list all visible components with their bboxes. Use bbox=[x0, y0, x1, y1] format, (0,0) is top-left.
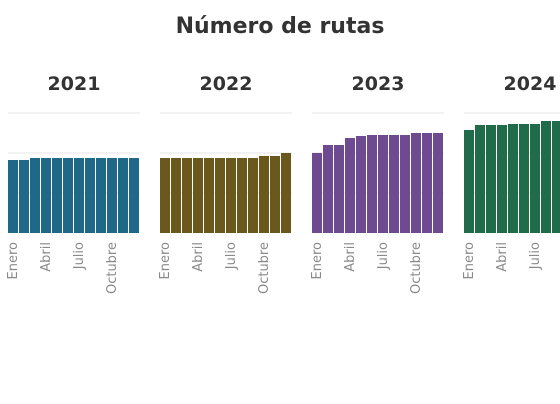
bar-2024-8 bbox=[541, 121, 551, 233]
bar-2023-5 bbox=[356, 136, 366, 233]
bar-2023-10 bbox=[411, 133, 421, 233]
bar-2022-10 bbox=[259, 156, 269, 233]
bar-2024-3 bbox=[486, 125, 496, 233]
bar-2024-7 bbox=[530, 124, 540, 233]
bar-2024-9 bbox=[552, 121, 560, 233]
tick-label-2021-enero: Enero bbox=[6, 242, 21, 280]
bar-2021-7 bbox=[74, 158, 84, 233]
bar-2022-7 bbox=[226, 158, 236, 233]
tick-label-2021-julio: Julio bbox=[72, 242, 87, 270]
bar-2024-6 bbox=[519, 124, 529, 233]
bar-2023-11 bbox=[422, 133, 432, 233]
tick-label-2021-octubre: Octubre bbox=[105, 242, 120, 294]
bar-2021-8 bbox=[85, 158, 95, 233]
panel-title-2024: 2024 bbox=[504, 73, 557, 95]
bar-2023-4 bbox=[345, 138, 355, 233]
chart-title: Número de rutas bbox=[175, 14, 385, 39]
bar-2022-11 bbox=[270, 156, 280, 233]
bar-2023-7 bbox=[378, 135, 388, 233]
bar-2023-6 bbox=[367, 135, 377, 233]
bar-2023-2 bbox=[323, 145, 333, 233]
bar-2022-6 bbox=[215, 158, 225, 233]
bar-2024-5 bbox=[508, 124, 518, 233]
tick-label-2023-octubre: Octubre bbox=[409, 242, 424, 294]
panel-title-2022: 2022 bbox=[200, 73, 253, 95]
panel-title-2023: 2023 bbox=[352, 73, 405, 95]
bar-2024-4 bbox=[497, 125, 507, 233]
bar-2022-12 bbox=[281, 153, 291, 233]
bar-2021-9 bbox=[96, 158, 106, 233]
bar-2021-5 bbox=[52, 158, 62, 233]
tick-label-2022-octubre: Octubre bbox=[257, 242, 272, 294]
bar-2022-1 bbox=[160, 158, 170, 233]
tick-label-2022-julio: Julio bbox=[224, 242, 239, 270]
tick-label-2024-abril: Abril bbox=[495, 242, 510, 272]
bar-2021-3 bbox=[30, 158, 40, 233]
bar-2022-5 bbox=[204, 158, 214, 233]
tick-label-2024-julio: Julio bbox=[528, 242, 543, 270]
bar-2021-2 bbox=[19, 160, 29, 233]
tick-label-2023-abril: Abril bbox=[343, 242, 358, 272]
bar-2021-10 bbox=[107, 158, 117, 233]
tick-label-2024-enero: Enero bbox=[462, 242, 477, 280]
bar-2022-9 bbox=[248, 158, 258, 233]
bar-2021-6 bbox=[63, 158, 73, 233]
bar-2021-11 bbox=[118, 158, 128, 233]
bar-2022-4 bbox=[193, 158, 203, 233]
tick-label-2023-julio: Julio bbox=[376, 242, 391, 270]
tick-label-2023-enero: Enero bbox=[310, 242, 325, 280]
bar-2023-3 bbox=[334, 145, 344, 233]
tick-label-2022-enero: Enero bbox=[158, 242, 173, 280]
bar-2022-2 bbox=[171, 158, 181, 233]
tick-label-2022-abril: Abril bbox=[191, 242, 206, 272]
bar-2023-9 bbox=[400, 135, 410, 233]
bar-2023-8 bbox=[389, 135, 399, 233]
bar-2024-2 bbox=[475, 125, 485, 233]
bar-2022-3 bbox=[182, 158, 192, 233]
bar-2023-1 bbox=[312, 153, 322, 233]
bar-2024-1 bbox=[464, 130, 474, 233]
bar-2021-4 bbox=[41, 158, 51, 233]
panel-title-2021: 2021 bbox=[48, 73, 101, 95]
bar-2023-12 bbox=[433, 133, 443, 233]
tick-label-2021-abril: Abril bbox=[39, 242, 54, 272]
bar-2022-8 bbox=[237, 158, 247, 233]
bar-2021-1 bbox=[8, 160, 18, 233]
bar-2021-12 bbox=[129, 158, 139, 233]
